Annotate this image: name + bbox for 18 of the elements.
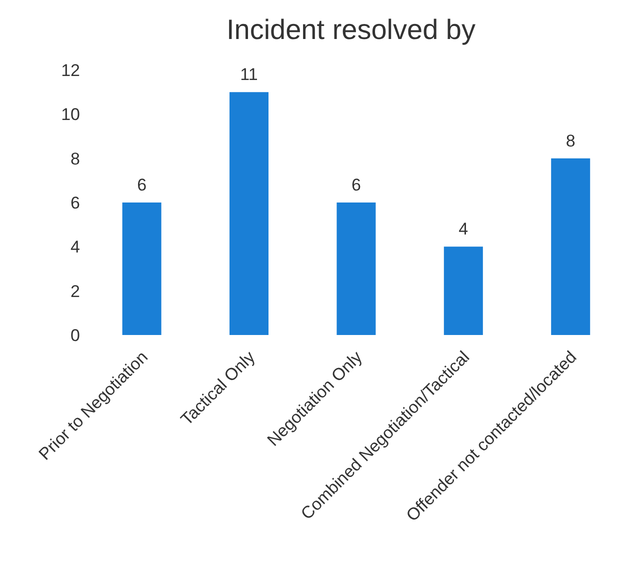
bar — [122, 202, 162, 335]
data-label: 6 — [351, 176, 361, 194]
bar — [230, 92, 269, 335]
y-tick-label: 10 — [61, 105, 80, 124]
bar — [551, 158, 590, 335]
y-tick-label: 4 — [70, 238, 80, 257]
data-label: 11 — [240, 65, 258, 84]
y-tick-label: 6 — [70, 194, 80, 213]
y-tick-label: 12 — [61, 61, 80, 80]
chart-title: Incident resolved by — [225, 13, 477, 47]
y-tick-label: 8 — [70, 149, 80, 168]
data-label: 4 — [458, 220, 468, 239]
data-label: 8 — [566, 131, 576, 150]
y-tick-label: 2 — [70, 282, 80, 301]
bar — [444, 246, 483, 335]
data-label: 6 — [137, 176, 147, 194]
y-tick-label: 0 — [70, 326, 80, 346]
bar — [336, 202, 376, 335]
